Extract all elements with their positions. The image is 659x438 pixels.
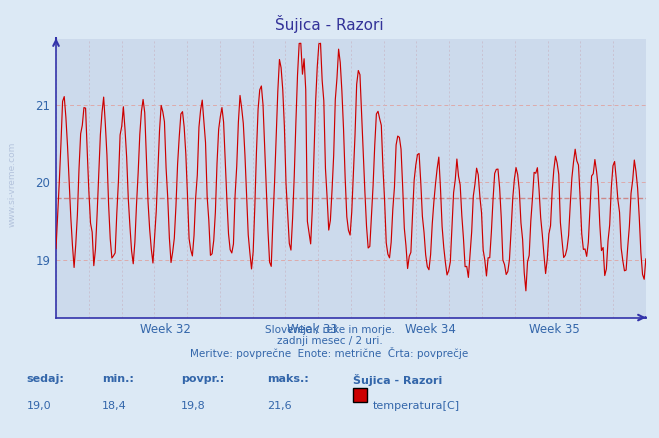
Text: min.:: min.:	[102, 374, 134, 385]
Text: Meritve: povprečne  Enote: metrične  Črta: povprečje: Meritve: povprečne Enote: metrične Črta:…	[190, 347, 469, 359]
Text: 21,6: 21,6	[267, 401, 291, 411]
Text: povpr.:: povpr.:	[181, 374, 225, 385]
Text: zadnji mesec / 2 uri.: zadnji mesec / 2 uri.	[277, 336, 382, 346]
Text: 19,0: 19,0	[26, 401, 51, 411]
Text: www.si-vreme.com: www.si-vreme.com	[8, 141, 17, 226]
Text: sedaj:: sedaj:	[26, 374, 64, 385]
Text: temperatura[C]: temperatura[C]	[372, 401, 459, 411]
Text: Slovenija / reke in morje.: Slovenija / reke in morje.	[264, 325, 395, 335]
Text: Šujica - Razori: Šujica - Razori	[353, 374, 442, 386]
Text: maks.:: maks.:	[267, 374, 308, 385]
Text: Šujica - Razori: Šujica - Razori	[275, 15, 384, 33]
Text: 19,8: 19,8	[181, 401, 206, 411]
Text: 18,4: 18,4	[102, 401, 127, 411]
